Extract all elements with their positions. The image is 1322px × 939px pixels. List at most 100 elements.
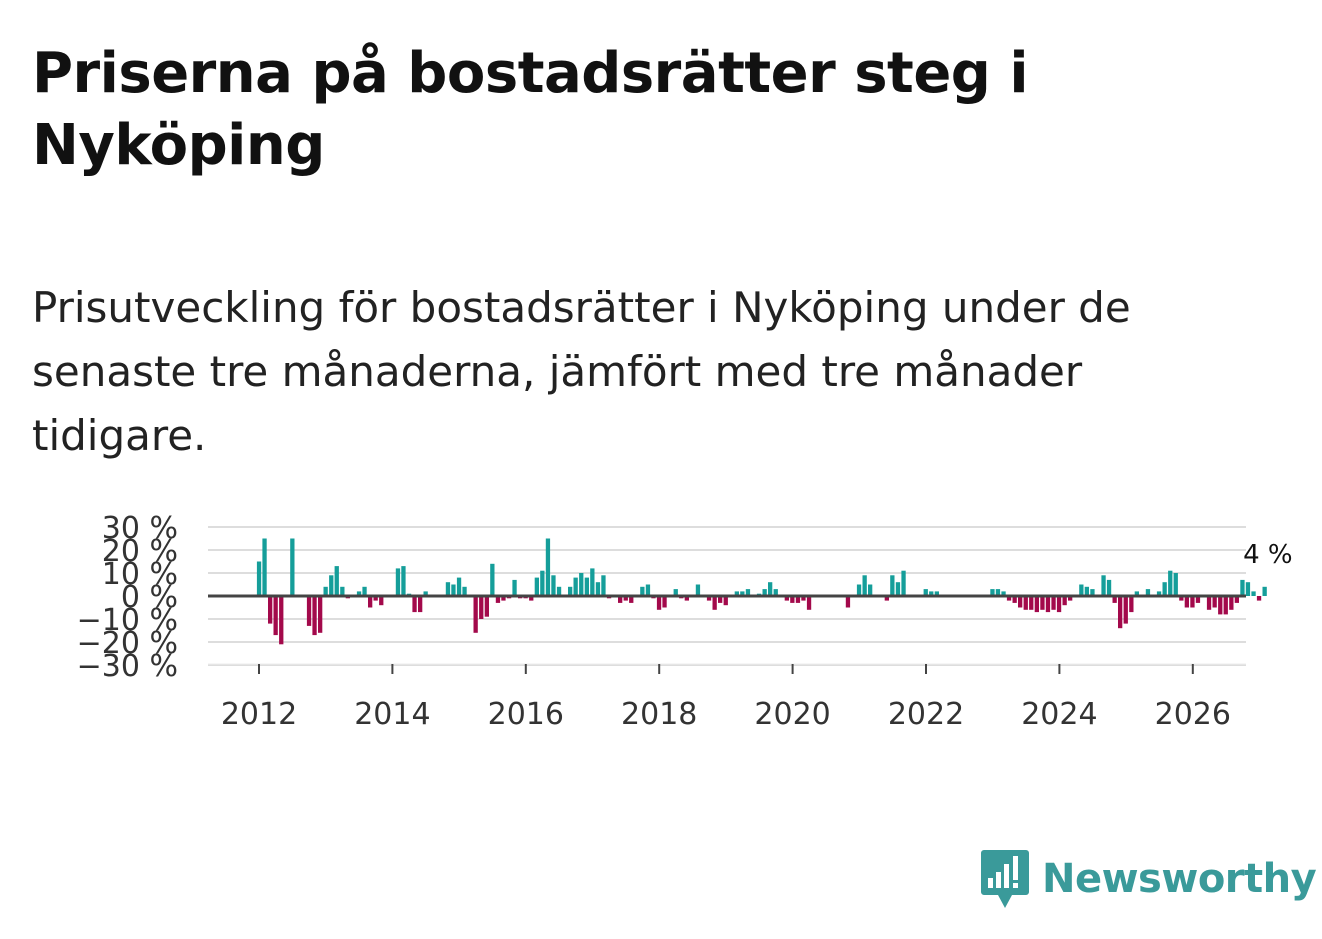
- bar: [1173, 573, 1178, 596]
- bar: [340, 586, 345, 596]
- bar: [1145, 589, 1151, 596]
- bar: [762, 589, 767, 596]
- bar: [1045, 596, 1051, 613]
- bar: [545, 538, 551, 596]
- bar: [712, 596, 717, 610]
- bar: [590, 568, 595, 596]
- bar: [629, 596, 634, 603]
- x-tick-label: 2016: [488, 697, 564, 732]
- bar: [1168, 570, 1173, 596]
- bar: [1101, 575, 1106, 596]
- bar: [601, 575, 606, 596]
- bar: [318, 596, 323, 633]
- chart-grid: [208, 526, 1246, 666]
- x-tick-label: 2024: [1021, 697, 1097, 732]
- bar: [1040, 596, 1045, 610]
- bar: [856, 584, 862, 596]
- bar: [1062, 596, 1067, 606]
- bar: [1118, 596, 1123, 629]
- bar: [368, 596, 373, 608]
- bar: [1162, 582, 1167, 596]
- bar: [1084, 586, 1089, 596]
- bar: [895, 582, 901, 596]
- page-title: Priserna på bostadsrätter steg i Nyköpin…: [32, 41, 1029, 178]
- bar: [1034, 596, 1039, 613]
- bar: [1129, 596, 1134, 613]
- bar: [1090, 589, 1095, 596]
- bar: [795, 596, 801, 603]
- bar: [645, 584, 651, 596]
- bar: [1190, 596, 1195, 608]
- bar: [273, 596, 278, 636]
- bar: [1123, 596, 1128, 624]
- bar: [623, 596, 628, 601]
- bar: [934, 591, 939, 596]
- bar: [1240, 579, 1245, 596]
- x-axis-labels: 2012 2014 2016 2018 2020 2022 2024 2026: [221, 664, 1231, 732]
- y-tick-label: 20 %: [102, 534, 178, 569]
- bar: [1051, 596, 1056, 610]
- bar: [1134, 591, 1139, 596]
- bar: [1206, 596, 1212, 610]
- bar: [1012, 596, 1017, 603]
- bar: [706, 596, 712, 601]
- bar: [445, 582, 451, 596]
- bar: [723, 596, 728, 606]
- y-tick-label: 10 %: [102, 557, 178, 592]
- bar: [551, 575, 556, 596]
- bar: [579, 573, 584, 596]
- bar: [362, 586, 367, 596]
- bar: [262, 538, 267, 596]
- bar: [490, 563, 495, 596]
- bar: [1079, 584, 1084, 596]
- newsworthy-logo-icon: [981, 850, 1029, 908]
- bar: [462, 586, 467, 596]
- bar: [868, 584, 873, 596]
- bar: [268, 596, 273, 624]
- bar: [501, 596, 506, 601]
- bar: [534, 577, 539, 596]
- bar: [584, 577, 589, 596]
- bar: [995, 589, 1001, 596]
- bar: [745, 589, 751, 596]
- bar: [290, 538, 295, 596]
- bar: [329, 575, 334, 596]
- bar: [456, 577, 462, 596]
- bar: [1245, 582, 1251, 596]
- bar: [901, 570, 906, 596]
- bar: [1212, 596, 1217, 608]
- bar: [845, 596, 851, 608]
- bar: [1056, 596, 1062, 613]
- bar: [312, 596, 317, 636]
- bar: [479, 596, 484, 619]
- newsworthy-logo[interactable]: Newsworthy: [980, 848, 1317, 910]
- bar: [890, 575, 895, 596]
- x-tick-label: 2018: [621, 697, 697, 732]
- bar: [356, 591, 362, 596]
- y-tick-label: −10 %: [77, 603, 178, 638]
- bar: [1262, 586, 1267, 596]
- bar: [256, 561, 262, 596]
- bar: [1234, 596, 1239, 603]
- bar: [1229, 596, 1234, 610]
- bar: [595, 582, 601, 596]
- bar: [862, 575, 867, 596]
- y-tick-label: 30 %: [102, 511, 178, 546]
- bar: [923, 589, 928, 596]
- bar: [1218, 596, 1223, 615]
- bar: [801, 596, 806, 601]
- bar: [473, 596, 478, 633]
- bar: [806, 596, 812, 610]
- bar: [656, 596, 662, 610]
- bar: [529, 596, 534, 601]
- bar: [718, 596, 723, 603]
- bar: [1018, 596, 1023, 608]
- chart-bars: [256, 538, 1267, 645]
- bar: [306, 596, 312, 626]
- bar: [484, 596, 489, 617]
- y-tick-label: −30 %: [77, 649, 178, 684]
- bar: [1106, 579, 1112, 596]
- bar: [1179, 596, 1184, 601]
- bar: [884, 596, 889, 601]
- bar: [379, 596, 384, 606]
